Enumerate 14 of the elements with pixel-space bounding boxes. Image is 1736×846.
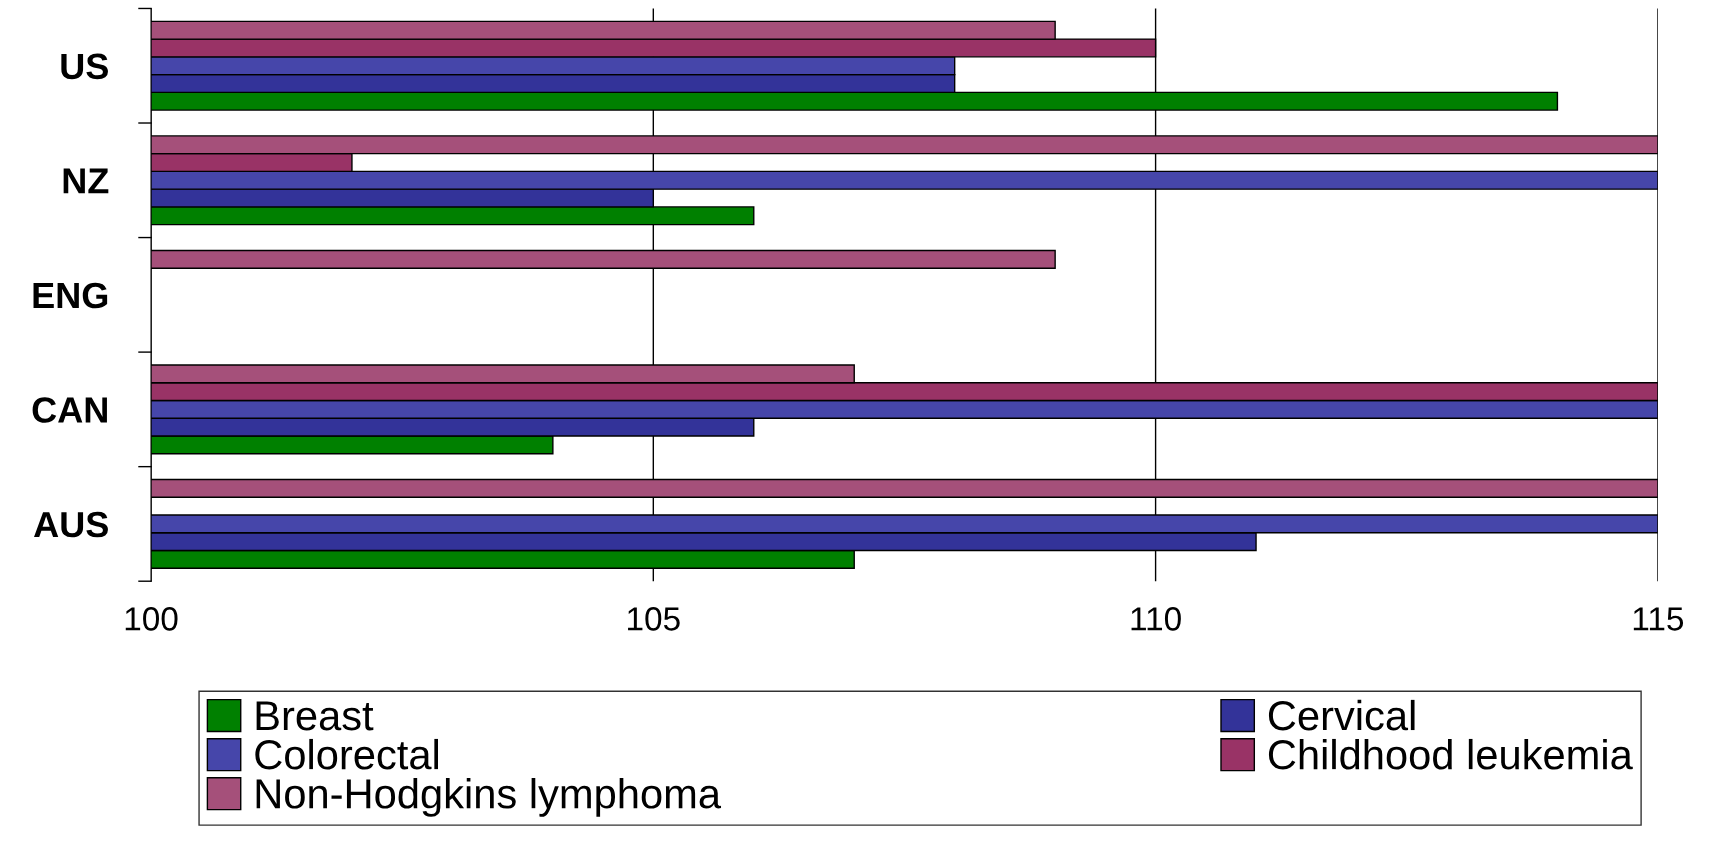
x-tick-label: 100 (125, 607, 178, 631)
x-tick-label: 110 (1131, 607, 1181, 631)
y-tick-label: ENG (33, 282, 108, 309)
legend-label: Non-Hodgkins lymphoma (256, 777, 722, 817)
x-tick-label: 105 (628, 607, 680, 631)
legend-label: Cervical (1268, 699, 1415, 731)
y-tick-label: CAN (32, 397, 107, 423)
y-tick-label: NZ (63, 168, 109, 194)
legend-label: Childhood leukemia (1268, 738, 1633, 770)
x-tick-label: 115 (1633, 607, 1684, 631)
legend-label: Colorectal (255, 738, 439, 770)
y-tick-label: AUS (34, 511, 108, 538)
y-tick-label: US (61, 53, 108, 80)
legend-label: Breast (256, 701, 374, 731)
